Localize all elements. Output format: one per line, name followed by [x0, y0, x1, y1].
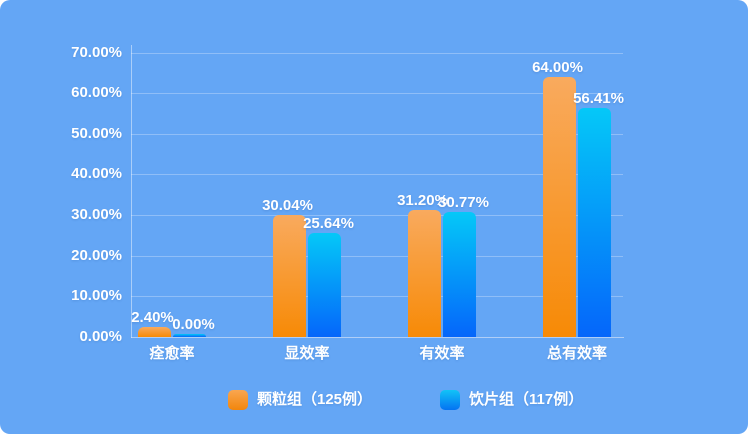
bar-series2-cat2: [308, 232, 341, 337]
y-axis-tick-label: 60.00%: [71, 84, 122, 102]
bar-series2-cat3: [443, 211, 476, 337]
bar-value-label: 2.40%: [131, 309, 174, 327]
y-axis-tick-label: 40.00%: [71, 165, 122, 183]
bar-series2-cat4: [578, 107, 611, 337]
bar-value-label: 31.20%: [397, 192, 448, 210]
gridline-70: [131, 52, 623, 54]
legend-item-granule-group: 颗粒组（125例）: [228, 390, 372, 410]
y-axis-tick-label: 70.00%: [71, 43, 122, 61]
gridline-30: [131, 215, 623, 217]
legend-swatch-orange: [228, 390, 248, 410]
x-axis-line: [131, 337, 624, 338]
bar-series1-cat2: [273, 214, 306, 337]
bar-value-label: 56.41%: [573, 89, 624, 107]
y-axis-tick-label: 20.00%: [71, 246, 122, 264]
gridline-10: [131, 296, 623, 298]
gridline-20: [131, 255, 623, 257]
y-axis-tick-label: 30.00%: [71, 206, 122, 224]
y-axis-tick-label: 50.00%: [71, 124, 122, 142]
bar-series2-cat1: [173, 334, 206, 337]
bar-value-label: 64.00%: [532, 58, 583, 76]
bar-value-label: 0.00%: [172, 316, 215, 333]
category-label: 总有效率: [546, 345, 607, 362]
legend-label-granule-group: 颗粒组（125例）: [257, 391, 373, 408]
bar-value-label: 30.77%: [438, 193, 489, 211]
gridline-50: [131, 133, 623, 135]
bar-series1-cat1: [138, 327, 171, 337]
category-label: 痊愈率: [149, 345, 195, 362]
legend-label-decoction-group: 饮片组（117例）: [469, 391, 584, 408]
bar-series1-cat3: [408, 210, 441, 337]
legend-item-decoction-group: 饮片组（117例）: [440, 390, 583, 410]
y-axis-line: [131, 45, 132, 338]
bar-value-label: 30.04%: [262, 196, 313, 214]
bar-series1-cat4: [543, 76, 576, 337]
gridline-40: [131, 174, 623, 176]
y-axis-tick-label: 0.00%: [79, 328, 122, 345]
y-axis-tick-label: 10.00%: [71, 287, 122, 305]
gridline-60: [131, 93, 623, 95]
legend-swatch-blue: [440, 390, 460, 410]
bar-value-label: 25.64%: [303, 214, 354, 232]
category-label: 有效率: [419, 345, 465, 362]
category-label: 显效率: [284, 345, 330, 362]
